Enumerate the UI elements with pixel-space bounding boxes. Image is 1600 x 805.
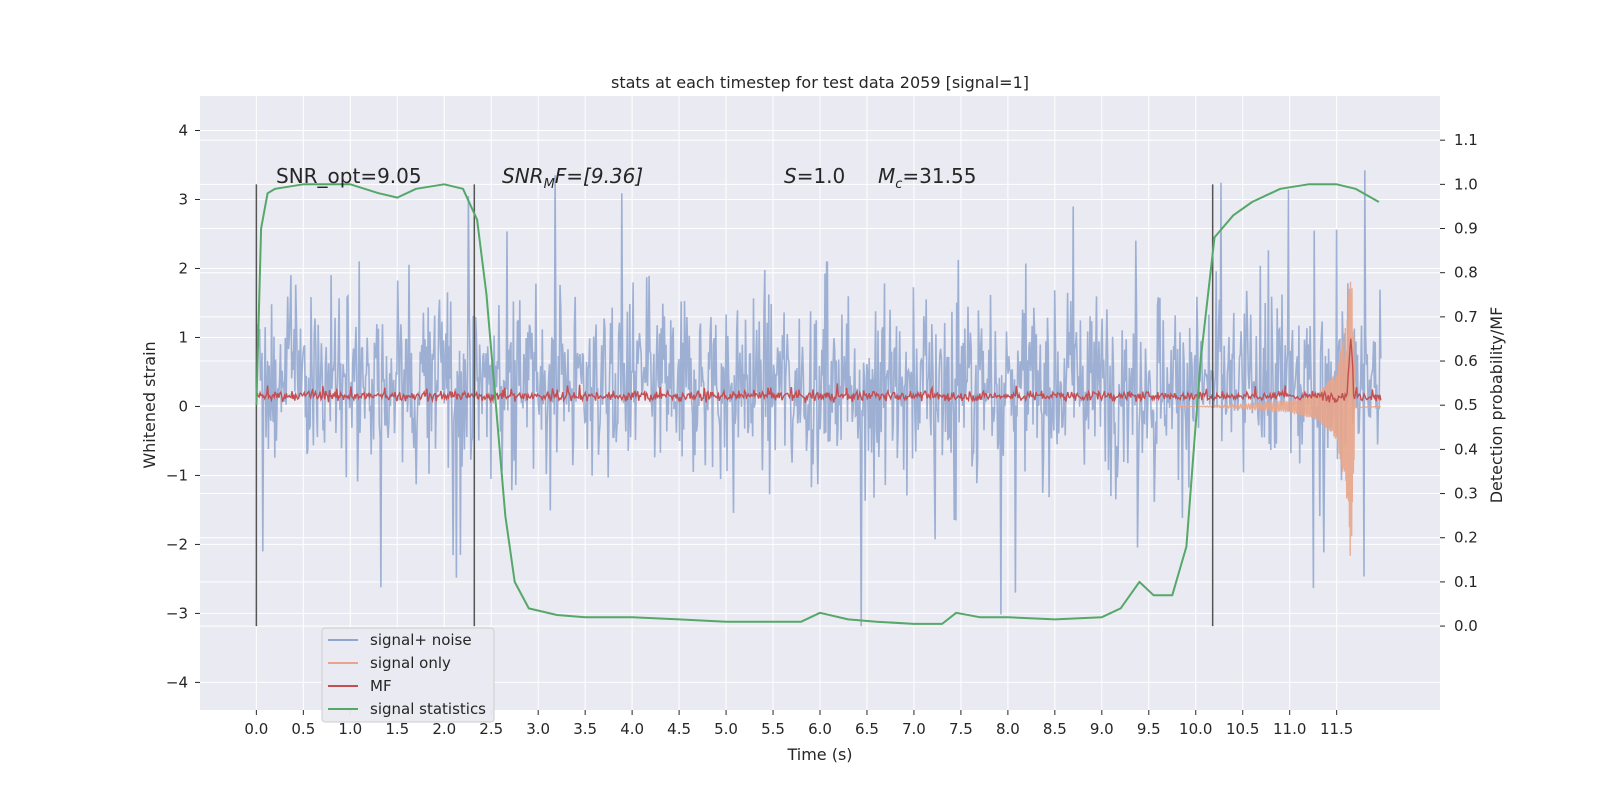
x-tick-label: 10.5 xyxy=(1226,720,1259,738)
series-signal-noise xyxy=(255,170,1382,627)
annotation-mc: Mc=31.55 xyxy=(878,164,976,192)
x-axis-label: Time (s) xyxy=(786,745,852,764)
legend-label-signal-noise: signal+ noise xyxy=(370,631,472,649)
series-signal-only xyxy=(1177,281,1382,556)
y-tick-label: 3 xyxy=(178,190,188,208)
y2-tick-label: 1.1 xyxy=(1454,131,1478,149)
x-tick-label: 0.0 xyxy=(244,720,268,738)
x-tick-label: 7.0 xyxy=(902,720,926,738)
y2-tick-label: 0.7 xyxy=(1454,308,1478,326)
x-tick-label: 4.5 xyxy=(667,720,691,738)
y2-axis-label: Detection probability/MF xyxy=(1487,307,1506,504)
y2-tick-label: 0.1 xyxy=(1454,573,1478,591)
y-axis-ticks: −4 −3 −2 −1 0 1 2 3 4 xyxy=(166,121,200,691)
legend-label-mf: MF xyxy=(370,677,392,695)
series-line-signal-statistics xyxy=(255,183,1380,625)
legend: signal+ noise signal only MF signal stat… xyxy=(321,627,495,723)
annotation-snr-mf: SNRMF=[9.36] xyxy=(502,164,643,192)
x-tick-label: 1.0 xyxy=(338,720,362,738)
series-signal-statistics xyxy=(255,183,1380,625)
y2-tick-label: 0.6 xyxy=(1454,352,1478,370)
y2-tick-label: 0.3 xyxy=(1454,485,1478,503)
y2-tick-label: 1.0 xyxy=(1454,175,1478,193)
series-line-mf xyxy=(255,338,1382,404)
series-line-signal-only xyxy=(1177,281,1382,556)
y-tick-label: 1 xyxy=(178,328,188,346)
y2-tick-label: 0.8 xyxy=(1454,264,1478,282)
y-tick-label: −1 xyxy=(166,466,188,484)
x-tick-label: 0.5 xyxy=(291,720,315,738)
legend-box xyxy=(321,627,495,723)
y-tick-label: 2 xyxy=(178,259,188,277)
legend-label-signal-statistics: signal statistics xyxy=(370,700,486,718)
series-mf xyxy=(255,338,1382,404)
series-line-signal-noise xyxy=(255,170,1382,627)
y2-tick-label: 0.2 xyxy=(1454,529,1478,547)
y2-axis-ticks: 0.0 0.1 0.2 0.3 0.4 0.5 0.6 0.7 0.8 0.9 1.0 1.1 xyxy=(1440,131,1478,635)
y-tick-label: −4 xyxy=(166,673,188,691)
y-axis-label: Whitened strain xyxy=(140,341,159,468)
y2-tick-label: 0.0 xyxy=(1454,617,1478,635)
annotation-s: S=1.0 xyxy=(784,164,845,188)
x-tick-label: 9.5 xyxy=(1137,720,1161,738)
x-tick-label: 4.0 xyxy=(620,720,644,738)
x-tick-label: 6.5 xyxy=(855,720,879,738)
y2-tick-label: 0.5 xyxy=(1454,396,1478,414)
legend-label-signal-only: signal only xyxy=(370,654,451,672)
x-tick-label: 8.0 xyxy=(996,720,1020,738)
x-tick-label: 11.0 xyxy=(1273,720,1306,738)
x-tick-label: 2.5 xyxy=(479,720,503,738)
x-tick-label: 9.0 xyxy=(1090,720,1114,738)
y2-tick-label: 0.9 xyxy=(1454,220,1478,238)
y-tick-label: 0 xyxy=(178,397,188,415)
x-tick-label: 8.5 xyxy=(1043,720,1067,738)
y-tick-label: −3 xyxy=(166,604,188,622)
x-tick-label: 5.5 xyxy=(761,720,785,738)
x-tick-label: 2.0 xyxy=(432,720,456,738)
x-tick-label: 7.5 xyxy=(949,720,973,738)
x-tick-label: 5.0 xyxy=(714,720,738,738)
annotation-snr-opt: SNR_opt=9.05 xyxy=(276,164,422,188)
y-tick-label: −2 xyxy=(166,535,188,553)
x-tick-label: 1.5 xyxy=(385,720,409,738)
x-tick-label: 10.0 xyxy=(1179,720,1212,738)
x-axis-ticks: 0.0 0.5 1.0 1.5 2.0 2.5 3.0 3.5 4.0 4.5 5.0 5.5 6.0 6… xyxy=(244,710,1353,738)
y2-tick-label: 0.4 xyxy=(1454,440,1478,458)
x-tick-label: 3.5 xyxy=(573,720,597,738)
x-tick-label: 3.0 xyxy=(526,720,550,738)
x-tick-label: 6.0 xyxy=(808,720,832,738)
chart-title: stats at each timestep for test data 205… xyxy=(611,73,1029,92)
y-tick-label: 4 xyxy=(178,121,188,139)
x-tick-label: 11.5 xyxy=(1320,720,1353,738)
